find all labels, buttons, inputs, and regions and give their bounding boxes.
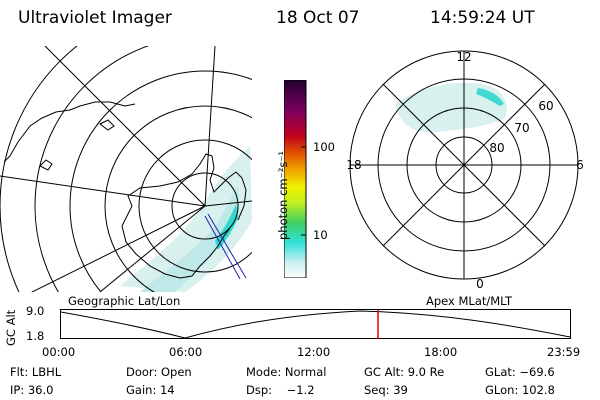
date-label: 18 Oct 07 (276, 8, 360, 28)
status-ip: IP: 36.0 (10, 383, 54, 397)
time-label: 14:59:24 UT (430, 8, 535, 28)
timeline-x-tick-0600: 06:00 (169, 345, 203, 359)
mlat-label-60: 60 (538, 99, 553, 113)
status-gain: Gain: 14 (126, 383, 175, 397)
timeline-y-label: GC Alt (4, 309, 18, 346)
coastline (3, 101, 247, 279)
magnetic-map: 12 0 18 6 60 70 80 (346, 50, 584, 291)
mlt-label-18: 18 (346, 158, 361, 172)
colorbar-unit-label: photon cm⁻²s⁻¹ (276, 151, 290, 240)
timeline-x-tick-0000: 00:00 (42, 345, 76, 359)
colorbar (284, 80, 307, 278)
status-glon: GLon: 102.8 (485, 383, 555, 397)
aurora-emission-right (395, 82, 507, 133)
geographic-map (0, 46, 252, 292)
status-mode: Mode: Normal (246, 365, 327, 379)
colorbar-tick-100: 100 (313, 140, 335, 154)
mlt-label-6: 6 (576, 158, 584, 172)
status-door: Door: Open (126, 365, 192, 379)
status-dsp: Dsp: −1.2 (246, 383, 315, 397)
left-map-caption: Geographic Lat/Lon (68, 294, 181, 308)
mlt-label-0: 0 (476, 277, 484, 291)
status-gc-alt: GC Alt: 9.0 Re (364, 365, 445, 379)
status-glat: GLat: −69.6 (485, 365, 555, 379)
timeline-x-tick-2359: 23:59 (547, 345, 581, 359)
timeline-y-tick-high: 9.0 (26, 304, 45, 318)
mlat-label-70: 70 (514, 121, 529, 135)
timeline-y-tick-low: 1.8 (26, 329, 45, 343)
status-filter: Flt: LBHL (10, 365, 62, 379)
timeline-x-tick-1800: 18:00 (424, 345, 458, 359)
aurora-emission-left (120, 146, 252, 292)
instrument-title: Ultraviolet Imager (18, 8, 172, 28)
mlat-label-80: 80 (489, 141, 504, 155)
altitude-timeline (60, 309, 571, 339)
status-seq: Seq: 39 (364, 383, 408, 397)
mlt-label-12: 12 (456, 50, 471, 64)
colorbar-tick-10: 10 (313, 228, 328, 242)
right-map-caption: Apex MLat/MLT (426, 294, 513, 308)
timeline-x-tick-1200: 12:00 (297, 345, 331, 359)
